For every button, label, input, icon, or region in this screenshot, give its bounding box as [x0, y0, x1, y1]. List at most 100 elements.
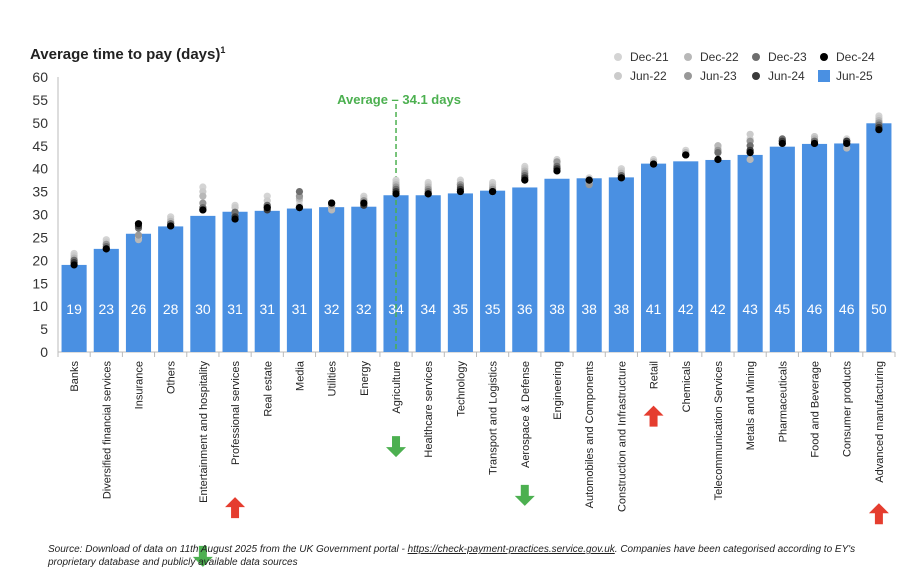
- category-label: Utilities: [327, 361, 339, 397]
- bar-value-label: 26: [131, 301, 147, 317]
- bar: [512, 187, 538, 352]
- bar-value-label: 31: [292, 301, 308, 317]
- data-point: [424, 190, 432, 198]
- y-tick-label: 45: [32, 138, 48, 154]
- category-label: Construction and Infrastructure: [616, 361, 628, 512]
- bar-value-label: 42: [678, 301, 694, 317]
- legend-swatch: [614, 72, 622, 80]
- bar-value-label: 19: [66, 301, 82, 317]
- bar: [190, 215, 216, 352]
- category-label: Aerospace & Defense: [520, 361, 532, 468]
- arrow-down-icon: [386, 436, 407, 458]
- bar: [447, 193, 473, 352]
- bar: [673, 161, 699, 352]
- arrow-down-icon: [192, 545, 213, 567]
- bar-value-label: 46: [839, 301, 855, 317]
- source-link[interactable]: https://check-payment-practices.service.…: [407, 544, 615, 555]
- y-tick-label: 50: [32, 115, 48, 131]
- data-point: [392, 190, 400, 198]
- source-prefix: Source: Download of data on 11th August …: [48, 544, 408, 555]
- category-label: Real estate: [262, 361, 274, 417]
- legend-swatch: [820, 53, 828, 61]
- data-point: [102, 245, 110, 253]
- legend-label: Dec-23: [768, 50, 807, 64]
- y-tick-label: 30: [32, 207, 48, 223]
- legend-label: Jun-24: [768, 69, 805, 83]
- source-note: Source: Download of data on 11th August …: [48, 543, 888, 569]
- y-tick-label: 0: [40, 344, 48, 360]
- y-tick-label: 55: [32, 92, 48, 108]
- category-label: Metals and Mining: [745, 361, 757, 450]
- legend-label: Dec-24: [836, 50, 875, 64]
- bar: [286, 208, 312, 352]
- data-point: [360, 199, 368, 207]
- bar-value-label: 30: [195, 301, 211, 317]
- chart-title: Average time to pay (days)1: [30, 45, 225, 63]
- data-point: [682, 151, 690, 159]
- bar: [61, 264, 87, 352]
- legend-swatch: [614, 53, 622, 61]
- bar: [576, 178, 602, 352]
- category-label: Banks: [69, 361, 81, 392]
- bar-value-label: 50: [871, 301, 887, 317]
- data-point: [714, 149, 722, 157]
- bar-value-label: 35: [453, 301, 469, 317]
- data-point: [295, 187, 304, 196]
- y-tick-label: 35: [32, 184, 48, 200]
- legend-swatch: [818, 70, 830, 82]
- category-label: Engineering: [552, 361, 564, 420]
- bar-value-label: 36: [517, 301, 533, 317]
- bar-value-label: 23: [98, 301, 114, 317]
- data-point: [328, 199, 336, 207]
- bar: [544, 178, 570, 352]
- category-label: Diversified financial services: [101, 361, 113, 500]
- bar-value-label: 46: [807, 301, 823, 317]
- legend-label: Jun-23: [700, 69, 737, 83]
- category-label: Professional services: [230, 361, 242, 465]
- category-label: Pharmaceuticals: [777, 361, 789, 443]
- category-label: Automobiles and Components: [584, 361, 596, 509]
- category-label: Food and Beverage: [810, 361, 822, 458]
- bar-value-label: 28: [163, 301, 179, 317]
- bar: [125, 233, 152, 352]
- category-label: Consumer products: [842, 361, 854, 457]
- category-label: Retail: [649, 361, 661, 389]
- bar: [705, 159, 731, 352]
- data-point: [553, 167, 561, 175]
- chart-title-footnote: 1: [220, 45, 226, 55]
- bar-value-label: 34: [420, 301, 436, 317]
- bar-value-label: 38: [614, 301, 630, 317]
- data-point: [843, 139, 851, 148]
- legend-swatch: [684, 72, 692, 80]
- bar-value-label: 42: [710, 301, 726, 317]
- y-tick-label: 5: [40, 321, 48, 337]
- bar-value-label: 38: [581, 301, 597, 317]
- data-point: [167, 222, 175, 230]
- bar-value-label: 41: [646, 301, 662, 317]
- data-point: [231, 215, 239, 223]
- legend-label: Dec-22: [700, 50, 739, 64]
- arrow-up-icon: [225, 497, 246, 519]
- bar: [801, 143, 828, 352]
- category-label: Entertainment and hospitality: [198, 361, 210, 503]
- legend-label: Jun-22: [630, 69, 667, 83]
- bar: [415, 195, 441, 352]
- data-point: [199, 192, 207, 200]
- category-label: Technology: [455, 361, 467, 417]
- data-point: [456, 187, 465, 196]
- bar-value-label: 34: [388, 301, 404, 317]
- data-point: [134, 220, 143, 228]
- chart-title-text: Average time to pay (days): [30, 46, 221, 63]
- data-point: [714, 155, 722, 164]
- bar: [319, 207, 345, 352]
- bar-value-label: 31: [259, 301, 275, 317]
- bar-value-label: 43: [742, 301, 758, 317]
- data-point: [488, 187, 497, 196]
- arrow-up-icon: [868, 503, 889, 525]
- y-tick-label: 10: [32, 298, 48, 314]
- bar-value-label: 38: [549, 301, 565, 317]
- bar: [480, 190, 506, 352]
- data-point: [263, 204, 271, 212]
- category-label: Telecommunication Services: [713, 361, 725, 501]
